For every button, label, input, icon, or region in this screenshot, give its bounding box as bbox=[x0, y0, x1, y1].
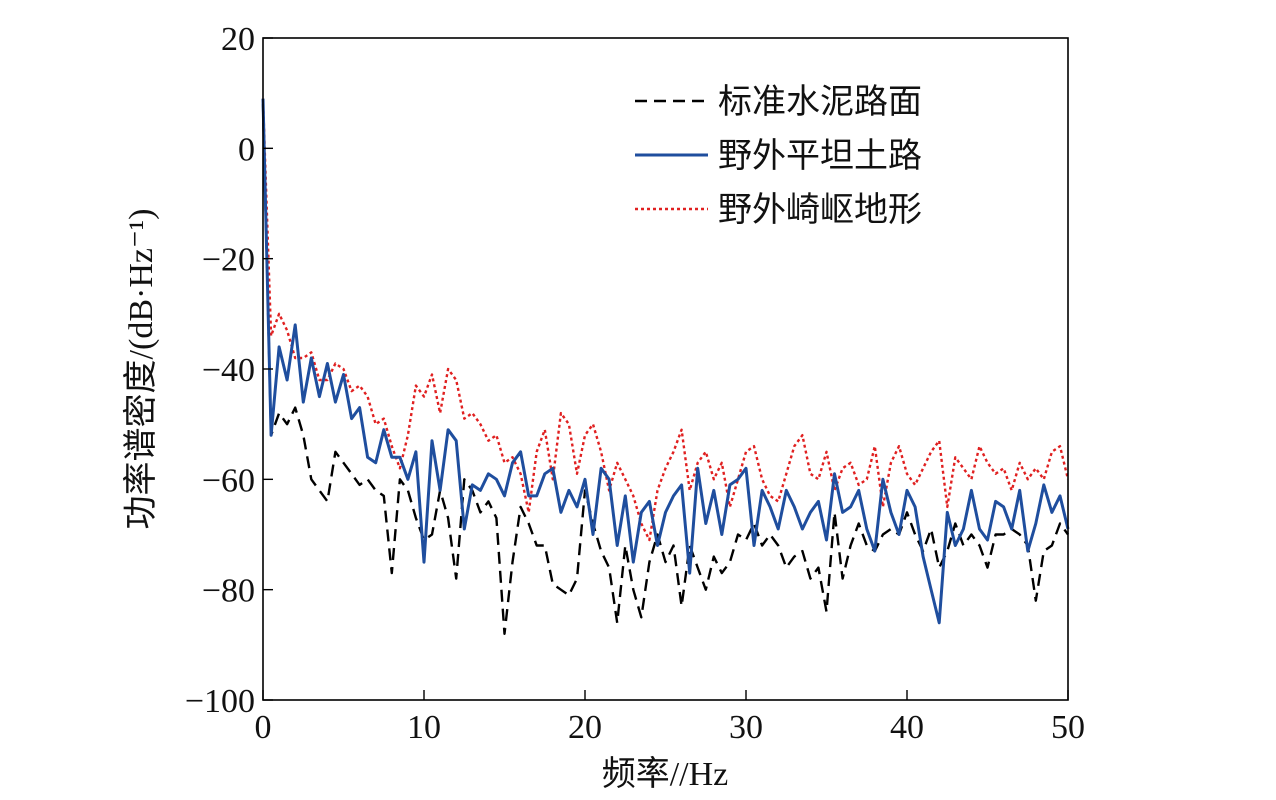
axis-ticks: 0 10 20 30 40 50 −100 −80 −60 −40 −20 0 20 bbox=[185, 21, 1085, 746]
x-tick-label: 30 bbox=[729, 709, 763, 746]
series-line-2 bbox=[261, 98, 1070, 625]
legend-label-3: 野外崎岖地形 bbox=[718, 191, 922, 229]
y-tick-label: −80 bbox=[202, 573, 255, 610]
y-tick-label: −40 bbox=[202, 352, 255, 389]
x-tick-label: 20 bbox=[568, 709, 602, 746]
plot-lines bbox=[261, 98, 1070, 635]
x-tick-label: 40 bbox=[890, 709, 924, 746]
x-tick-label: 50 bbox=[1051, 709, 1085, 746]
y-tick-label: −20 bbox=[202, 242, 255, 279]
x-axis-label: 频率//Hz bbox=[602, 755, 729, 793]
series-line-3 bbox=[261, 98, 1070, 542]
legend-label-2: 野外平坦土路 bbox=[718, 137, 922, 175]
y-tick-label: −100 bbox=[185, 683, 255, 720]
y-tick-label: 20 bbox=[221, 21, 255, 58]
series-line-1 bbox=[261, 104, 1069, 635]
y-tick-label: −60 bbox=[202, 462, 255, 499]
plot-frame bbox=[262, 37, 1069, 701]
legend-label-1: 标准水泥路面 bbox=[718, 83, 922, 121]
y-axis-label: 功率谱密度/(dB·Hz⁻¹) bbox=[122, 209, 160, 530]
x-tick-label: 0 bbox=[255, 709, 272, 746]
x-tick-label: 10 bbox=[407, 709, 441, 746]
y-tick-label: 0 bbox=[238, 131, 255, 168]
